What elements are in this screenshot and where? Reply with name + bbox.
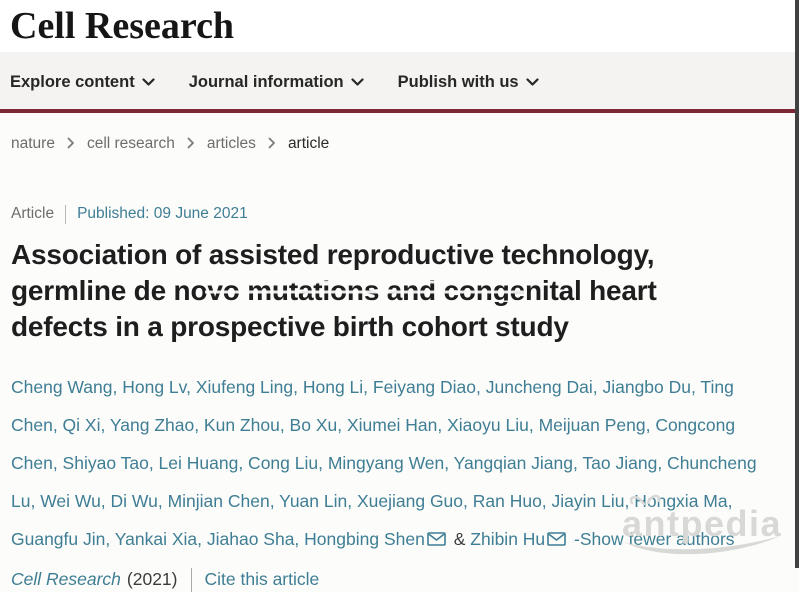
breadcrumb-link-nature[interactable]: nature — [11, 134, 55, 152]
citation-journal-link[interactable]: Cell Research — [11, 569, 121, 590]
journal-masthead: Cell Research — [0, 0, 795, 52]
nav-item-explore-content[interactable]: Explore content — [10, 73, 155, 92]
author-list: Cheng Wang, Hong Lv, Xiufeng Ling, Hong … — [11, 368, 781, 559]
article-meta-row: Article Published: 09 June 2021 — [11, 204, 781, 224]
citation-divider — [190, 567, 192, 592]
article-title-text: nital heart defects in a prospective bir… — [11, 274, 657, 342]
citation-row: Cell Research (2021) Cite this article — [11, 567, 781, 592]
chevron-right-icon — [67, 137, 75, 149]
chevron-down-icon — [351, 78, 364, 87]
article-title-glitch-segment: vo mutations and conge — [207, 274, 525, 306]
nav-item-label: Explore content — [10, 72, 135, 91]
main-nav: Explore content Journal information Publ… — [0, 51, 795, 113]
author-links[interactable]: Cheng Wang, Hong Lv, Xiufeng Ling, Hong … — [11, 376, 757, 549]
nav-item-publish-with-us[interactable]: Publish with us — [398, 73, 539, 92]
meta-divider — [65, 204, 67, 224]
published-date: Published: 09 June 2021 — [77, 205, 248, 223]
breadcrumb-current-article: article — [287, 134, 330, 152]
article-title-text: Association of assisted reproductive tec… — [11, 238, 655, 306]
article-title: Association of assisted reproductive tec… — [11, 237, 746, 345]
citation-year: (2021) — [126, 569, 178, 590]
chevron-down-icon — [142, 78, 155, 87]
chevron-right-icon — [187, 137, 195, 149]
article-page-content: nature cell research articles article Ar… — [0, 113, 795, 592]
journal-title-link[interactable]: Cell Research — [10, 5, 235, 47]
nav-item-journal-information[interactable]: Journal information — [189, 73, 364, 92]
breadcrumb-link-articles[interactable]: articles — [206, 134, 256, 152]
email-icon[interactable] — [427, 521, 446, 559]
chevron-right-icon — [268, 137, 276, 149]
ampersand: & — [453, 528, 466, 549]
article-type-label: Article — [11, 205, 55, 223]
nav-item-label: Publish with us — [397, 72, 519, 91]
breadcrumb: nature cell research articles article — [11, 135, 781, 153]
breadcrumb-link-cell-research[interactable]: cell research — [86, 134, 175, 152]
cite-this-article-link[interactable]: Cite this article — [204, 569, 320, 590]
chevron-down-icon — [526, 78, 539, 87]
email-icon[interactable] — [547, 521, 566, 559]
nav-item-label: Journal information — [188, 72, 344, 91]
show-fewer-authors-link[interactable]: -Show fewer authors — [574, 528, 735, 549]
author-link-last[interactable]: Zhibin Hu — [470, 528, 546, 549]
